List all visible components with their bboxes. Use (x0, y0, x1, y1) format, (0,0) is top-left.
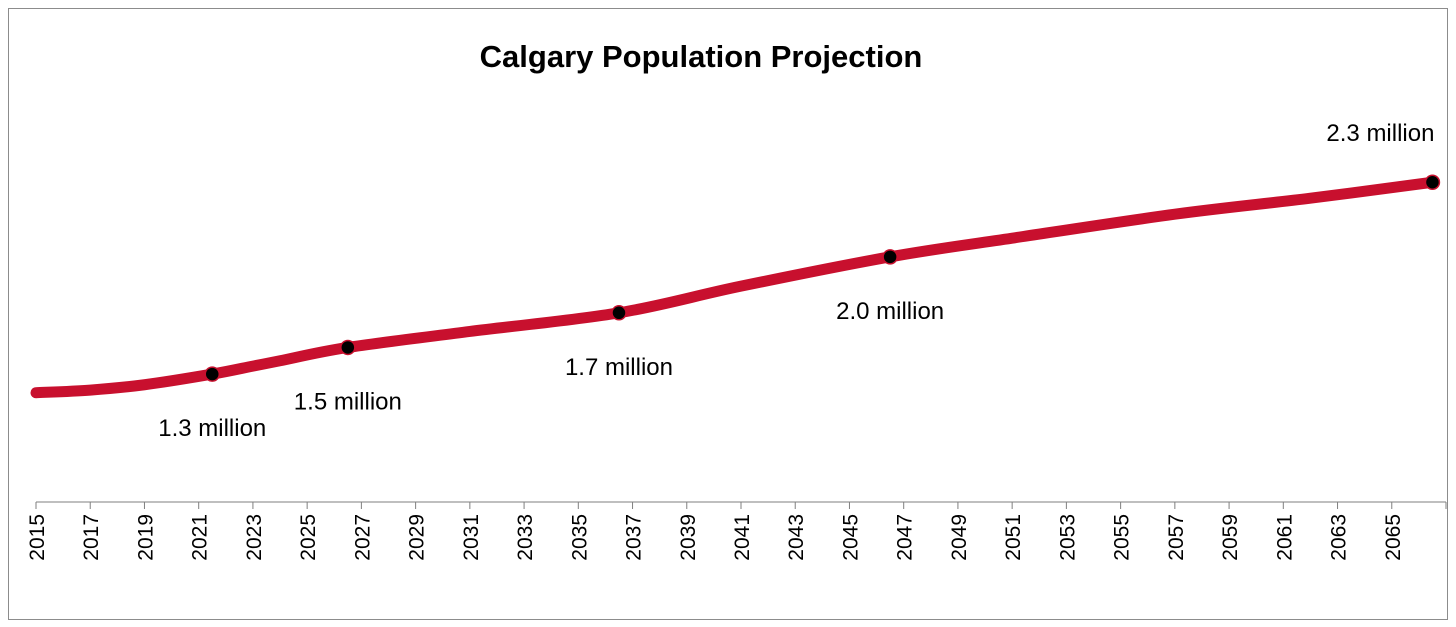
x-tick-label: 2057 (1165, 514, 1188, 561)
data-marker (205, 367, 219, 381)
x-tick-label: 2017 (80, 514, 103, 561)
x-tick-label: 2025 (297, 514, 320, 561)
x-axis: 2015 2017 2019 2021 2023 2025 2027 2029 2031 2033… (26, 502, 1446, 561)
x-tick-label: 2059 (1219, 514, 1242, 561)
data-label: 2.0 million (836, 298, 944, 325)
x-tick-label: 2019 (134, 514, 157, 561)
x-tick-label: 2045 (839, 514, 862, 561)
x-tick-label: 2029 (406, 514, 429, 561)
x-tick-label: 2047 (894, 514, 917, 561)
data-label: 1.5 million (294, 388, 402, 415)
x-tick-label: 2043 (785, 514, 808, 561)
x-tick-label: 2061 (1273, 514, 1296, 561)
data-label: 2.3 million (1326, 120, 1434, 147)
x-tick-label: 2063 (1328, 514, 1351, 561)
x-tick-label: 2021 (189, 514, 212, 561)
x-tick-label: 2023 (243, 514, 266, 561)
x-tick-label: 2049 (948, 514, 971, 561)
x-tick-label: 2065 (1382, 514, 1405, 561)
chart-frame: Calgary Population Projection 2015201720… (8, 8, 1448, 620)
x-tick-label: 2027 (351, 514, 374, 561)
chart-title: Calgary Population Projection (480, 39, 923, 74)
series-line-group (36, 182, 1432, 393)
series-line (36, 182, 1432, 393)
x-tick-label: 2039 (677, 514, 700, 561)
line-chart: Calgary Population Projection 2015201720… (9, 9, 1447, 619)
x-tick-label: 2033 (514, 514, 537, 561)
data-marker (883, 250, 897, 264)
x-tick-label: 2037 (623, 514, 646, 561)
x-tick-label: 2041 (731, 514, 754, 561)
x-tick-label: 2035 (568, 514, 591, 561)
data-marker (612, 306, 626, 320)
x-tick-label: 2015 (26, 514, 49, 561)
data-label: 1.7 million (565, 354, 673, 381)
x-tick-label: 2055 (1111, 514, 1134, 561)
x-tick-label: 2053 (1056, 514, 1079, 561)
x-tick-label: 2051 (1002, 514, 1025, 561)
data-label-group: 1.3 million 1.5 million 1.7 million 2.0 mil… (158, 120, 1434, 442)
x-tick-label: 2031 (460, 514, 483, 561)
data-marker (1425, 175, 1439, 189)
data-marker (341, 340, 355, 354)
data-label: 1.3 million (158, 415, 266, 442)
